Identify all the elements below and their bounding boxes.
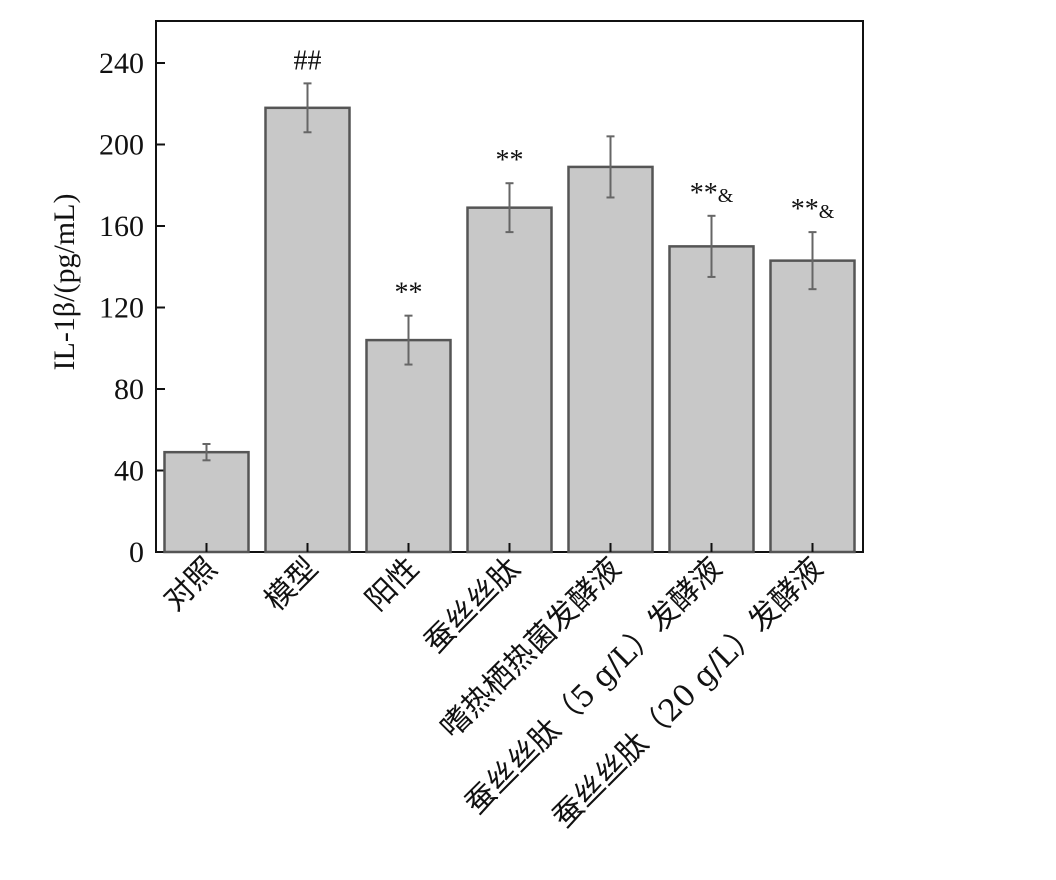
x-tick-label: 阳性 [359,551,426,618]
significance-label: ** [395,278,423,309]
y-axis-title: IL-1β/(pg/mL) [48,194,81,371]
x-tick-label: 模型 [258,551,325,618]
bar [769,259,856,554]
y-axis: 0 40 80 120 160 200 240 [99,47,165,569]
significance-label: ** [496,145,524,176]
x-tick-label: 嗜热栖热菌发酵液 [434,551,628,745]
y-tick-label: 200 [99,129,144,162]
bar [264,106,351,554]
y-tick-label: 160 [99,210,144,243]
y-tick-label: 120 [99,292,144,325]
bar [365,338,452,554]
bar [567,165,654,554]
x-tick-label: 对照 [157,551,224,618]
y-tick-label: 0 [129,536,144,569]
significance-label: **& [791,194,835,225]
bar [668,245,755,554]
bar [466,206,553,554]
significance-label: ## [294,45,322,76]
bars-group: ## ** ** **& **& [163,45,856,554]
y-tick-label: 80 [114,373,144,406]
y-tick-label: 240 [99,47,144,80]
bar [163,450,250,554]
significance-label: **& [690,178,734,209]
y-tick-label: 40 [114,455,144,488]
